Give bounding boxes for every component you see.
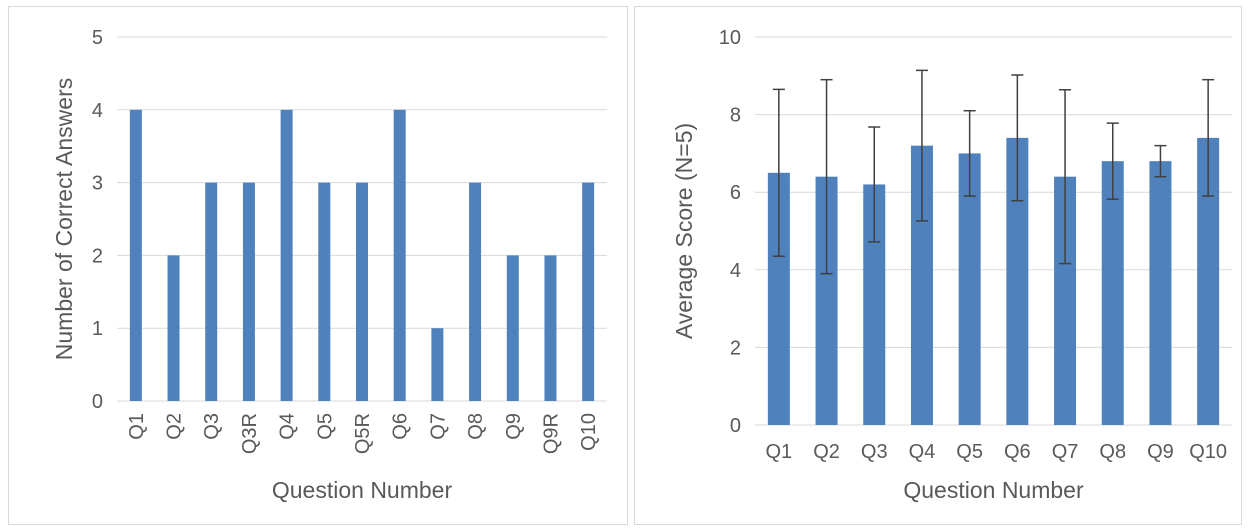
x-tick-label: Q9R [540, 413, 562, 454]
average-score-chart: 0 2 4 6 8 10 Q1 Q2 Q3 Q4 Q5 Q6 Q7 Q8 Q9 Q10 Question Num… [671, 27, 1232, 503]
y-tick-label: 6 [730, 182, 741, 204]
y-tick-label: 3 [92, 173, 103, 195]
bar [506, 255, 519, 401]
bar [544, 255, 557, 401]
correct-answers-chart: 0 1 2 3 4 5 Q1 Q2 Q3 Q3R Q4 Q5 Q5R Q6 Q7 Q8 Q9 Q9R Q10 Ques… [51, 27, 607, 503]
x-tick-label: Q5 [314, 413, 336, 440]
x-tick-label: Q2 [164, 413, 186, 440]
bar [1006, 137, 1029, 425]
x-tick-label: Q3 [861, 441, 888, 463]
x-tick-label: Q5 [956, 441, 983, 463]
bar [1149, 161, 1172, 425]
y-tick-label: 0 [92, 391, 103, 413]
bar [863, 184, 886, 425]
x-tick-label: Q7 [1052, 441, 1079, 463]
bar [431, 328, 444, 401]
x-tick-label: Q1 [766, 441, 793, 463]
y-tick-label: 2 [92, 245, 103, 267]
bar [910, 145, 933, 425]
bar [129, 109, 142, 402]
y-tick-label: 2 [730, 337, 741, 359]
bar [1101, 161, 1124, 425]
x-tick-label: Q1 [126, 413, 148, 440]
y-axis-title: Number of Correct Answers [51, 78, 77, 360]
x-tick-label: Q8 [1099, 441, 1126, 463]
bar [767, 172, 790, 425]
y-tick-label: 8 [730, 105, 741, 127]
bar [958, 153, 981, 425]
bar [1054, 176, 1077, 425]
x-tick-label: Q6 [390, 413, 412, 440]
bar [582, 182, 595, 401]
x-tick-label: Q10 [578, 413, 600, 451]
bar [242, 182, 255, 401]
bar [393, 109, 406, 402]
x-tick-label: Q3R [239, 413, 261, 454]
x-tick-label: Q10 [1189, 441, 1227, 463]
x-tick-label: Q6 [1004, 441, 1031, 463]
x-tick-label: Q9 [503, 413, 525, 440]
x-axis-title: Question Number [272, 477, 453, 503]
bar [318, 182, 331, 401]
x-tick-label: Q4 [909, 441, 936, 463]
x-tick-label: Q9 [1147, 441, 1174, 463]
bar [167, 255, 180, 401]
y-tick-label: 4 [730, 260, 741, 282]
bar [815, 176, 838, 425]
x-tick-label: Q4 [277, 413, 299, 440]
x-tick-label: Q8 [465, 413, 487, 440]
x-tick-label: Q2 [813, 441, 840, 463]
left-chart-panel: 0 1 2 3 4 5 Q1 Q2 Q3 Q3R Q4 Q5 Q5R Q6 Q7 Q8 Q9 Q9R Q10 Ques… [8, 6, 628, 525]
bar [356, 182, 368, 401]
bar [205, 182, 218, 401]
bar [1197, 137, 1220, 425]
x-axis-title: Question Number [903, 477, 1084, 503]
x-tick-label: Q5R [352, 413, 374, 454]
y-tick-label: 5 [92, 27, 103, 49]
y-tick-label: 10 [719, 27, 741, 49]
x-tick-label: Q3 [201, 413, 223, 440]
bar [469, 182, 482, 401]
y-tick-label: 4 [92, 100, 103, 122]
y-tick-label: 0 [730, 415, 741, 437]
y-tick-label: 1 [92, 318, 103, 340]
right-chart-panel: 0 2 4 6 8 10 Q1 Q2 Q3 Q4 Q5 Q6 Q7 Q8 Q9 Q10 Question Num… [634, 6, 1242, 525]
x-tick-label: Q7 [427, 413, 449, 440]
bar [280, 109, 293, 402]
y-axis-title: Average Score (N=5) [671, 123, 697, 339]
